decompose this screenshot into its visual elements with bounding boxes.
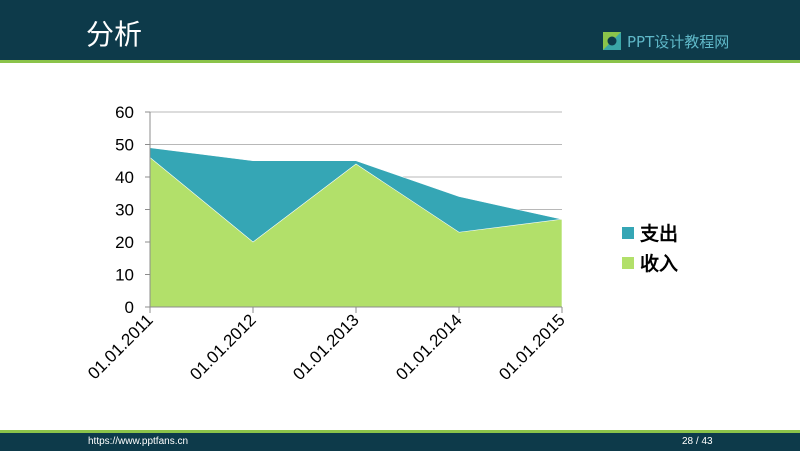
footer-accent-line	[0, 430, 800, 433]
brand-name: PPT设计教程网	[627, 32, 730, 51]
brand-logo[interactable]: PPT设计教程网	[603, 30, 729, 52]
legend-label: 支出	[639, 222, 678, 245]
legend-label: 收入	[640, 252, 678, 275]
x-tick-label: 01.01.2013	[289, 310, 363, 384]
y-tick-label: 10	[115, 266, 134, 285]
y-tick-labels: 0 10 20 30 40 50 60	[115, 103, 134, 317]
y-tick-label: 30	[115, 201, 134, 220]
header-accent-line	[0, 60, 800, 63]
x-tick-label: 01.01.2015	[495, 310, 569, 384]
header-bar	[0, 0, 800, 60]
legend-swatch	[622, 257, 634, 269]
axes	[145, 111, 563, 313]
x-tick-label: 01.01.2014	[392, 310, 466, 384]
y-tick-label: 50	[115, 136, 134, 155]
brand-icon	[603, 32, 621, 50]
series-area-2	[149, 156, 563, 308]
y-tick-label: 20	[115, 233, 134, 252]
page-number: 28 / 43	[682, 436, 713, 447]
page-title: 分析	[86, 18, 143, 51]
footer-url[interactable]: https://www.pptfans.cn	[88, 436, 189, 447]
y-tick-label: 0	[125, 298, 134, 317]
areas	[149, 147, 563, 308]
y-tick-label: 60	[115, 103, 134, 122]
x-tick-label: 01.01.2012	[186, 310, 260, 384]
y-tick-label: 40	[115, 168, 134, 187]
x-tick-labels: 01.01.2011 01.01.2012 01.01.2013 01.01.2014…	[84, 310, 569, 384]
x-tick-label: 01.01.2011	[84, 310, 157, 383]
footer-bar	[0, 433, 800, 451]
legend-swatch	[622, 227, 634, 239]
